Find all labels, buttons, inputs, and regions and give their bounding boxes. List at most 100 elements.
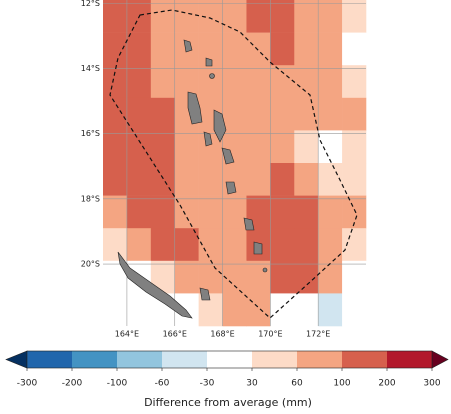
colorbar-box bbox=[117, 351, 162, 368]
colorbar-tick-label: -100 bbox=[107, 379, 128, 389]
cell bbox=[222, 293, 247, 327]
lon-label: 172°E bbox=[306, 330, 330, 339]
colorbar-tick-label: 100 bbox=[333, 379, 350, 389]
cell bbox=[294, 293, 319, 327]
cell bbox=[126, 97, 152, 131]
lat-label: 16°S bbox=[81, 129, 100, 138]
cell bbox=[294, 260, 319, 294]
cell bbox=[270, 293, 295, 327]
land bbox=[117, 39, 268, 319]
cell bbox=[318, 293, 343, 327]
cell bbox=[198, 195, 223, 229]
island bbox=[221, 147, 235, 165]
cell bbox=[222, 195, 247, 229]
lon-label: 166°E bbox=[163, 330, 187, 339]
cell bbox=[174, 260, 199, 294]
cell bbox=[318, 0, 343, 33]
cell bbox=[103, 163, 128, 196]
cell bbox=[318, 163, 343, 196]
colorbar-tick-label: 200 bbox=[378, 379, 395, 389]
cell bbox=[198, 260, 223, 294]
cell bbox=[126, 293, 152, 327]
cell bbox=[342, 293, 367, 327]
cell bbox=[246, 0, 271, 33]
cell bbox=[222, 0, 247, 33]
cell bbox=[294, 32, 319, 66]
island bbox=[183, 39, 193, 53]
cell bbox=[318, 65, 343, 99]
cell bbox=[270, 228, 295, 262]
cell bbox=[174, 130, 199, 164]
colorbar-tick-label: 30 bbox=[246, 379, 258, 389]
cell bbox=[126, 130, 152, 164]
colorbar-box bbox=[342, 351, 387, 368]
cell bbox=[150, 32, 176, 66]
lat-label: 20°S bbox=[81, 260, 100, 269]
cell bbox=[342, 97, 367, 131]
island bbox=[253, 241, 263, 255]
cell bbox=[222, 65, 247, 99]
cell bbox=[126, 195, 152, 229]
cell bbox=[222, 228, 247, 262]
cell bbox=[126, 65, 152, 99]
cell bbox=[246, 32, 271, 66]
cell bbox=[294, 163, 319, 196]
cell bbox=[270, 97, 295, 131]
cell bbox=[294, 228, 319, 262]
colorbar-box bbox=[297, 351, 342, 368]
axis-labels: 12°S 14°S 16°S 18°S 20°S 164°E 166°E 168°E 170°E… bbox=[81, 0, 331, 339]
cell bbox=[174, 195, 199, 229]
island bbox=[209, 73, 215, 79]
cell bbox=[342, 260, 367, 294]
lat-label: 12°S bbox=[81, 0, 100, 8]
cell bbox=[222, 260, 247, 294]
lon-label: 164°E bbox=[115, 330, 139, 339]
cell bbox=[103, 97, 128, 131]
cell bbox=[270, 260, 295, 294]
cell bbox=[103, 228, 128, 262]
colorbar-box bbox=[72, 351, 117, 368]
cell bbox=[270, 0, 295, 33]
cell bbox=[103, 293, 128, 327]
cell bbox=[174, 65, 199, 99]
island bbox=[225, 181, 237, 195]
colorbar-tick-label: -60 bbox=[155, 379, 170, 389]
cell bbox=[270, 65, 295, 99]
colorbar-box bbox=[387, 351, 432, 368]
colorbar-box bbox=[207, 351, 252, 368]
cell bbox=[246, 163, 271, 196]
colorbar-frame bbox=[26, 350, 433, 369]
colorbar-tick-label: 300 bbox=[423, 379, 440, 389]
cell bbox=[246, 260, 271, 294]
cell bbox=[318, 195, 343, 229]
colorbar-extend bbox=[5, 350, 28, 369]
colorbar-box bbox=[162, 351, 207, 368]
cell bbox=[270, 130, 295, 164]
lon-label: 168°E bbox=[210, 330, 234, 339]
cell bbox=[318, 260, 343, 294]
island bbox=[205, 57, 213, 67]
colorbar-label: Difference from average (mm) bbox=[144, 396, 312, 409]
cell bbox=[150, 163, 176, 196]
island bbox=[199, 287, 211, 301]
cell bbox=[294, 0, 319, 33]
island bbox=[213, 109, 227, 143]
colorbar-tick-label: -200 bbox=[62, 379, 83, 389]
cell bbox=[222, 32, 247, 66]
cell bbox=[318, 130, 343, 164]
cell bbox=[294, 195, 319, 229]
cell bbox=[150, 97, 176, 131]
cell bbox=[150, 195, 176, 229]
cell bbox=[126, 32, 152, 66]
cell bbox=[103, 32, 128, 66]
cell bbox=[342, 65, 367, 99]
cell bbox=[270, 32, 295, 66]
cell bbox=[342, 228, 367, 262]
cell bbox=[103, 65, 128, 99]
cell bbox=[126, 163, 152, 196]
cell bbox=[174, 228, 199, 262]
cell bbox=[342, 163, 367, 196]
cell bbox=[103, 130, 128, 164]
cell bbox=[294, 130, 319, 164]
